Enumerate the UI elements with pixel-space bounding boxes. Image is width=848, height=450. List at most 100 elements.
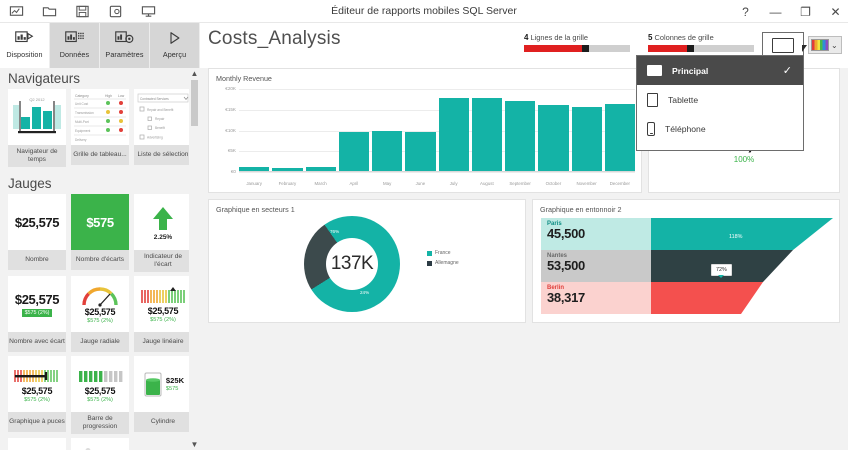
gallery-item-cylinder[interactable]: $25K $575 Cylindre <box>134 356 192 434</box>
dropdown-item-tablette[interactable]: Tablette <box>637 85 803 114</box>
svg-text:Transmission: Transmission <box>75 111 94 115</box>
gallery-item-number-with-delta[interactable]: $25,575 $575 (2%) Nombre avec écart <box>8 276 66 352</box>
y-axis-tick-label: €15K <box>225 106 236 112</box>
gallery-item-radial-gauge[interactable]: $25,575 $575 (2%) Jauge radiale <box>71 276 129 352</box>
bar-chart-title: Monthly Revenue <box>216 74 272 83</box>
donut-slice-label-allemagne: 24% <box>360 290 370 295</box>
gallery-item-linear-gauge[interactable]: $25,575 $575 (2%) Jauge linéaire <box>134 276 192 352</box>
gallery-item-bullet-graph[interactable]: $25,575 $575 (2%) Graphique à puces <box>8 356 66 434</box>
mouse-cursor <box>802 45 810 52</box>
funnel-name: Berlin <box>547 285 565 291</box>
tab-apercu[interactable]: Aperçu <box>150 23 200 68</box>
gallery-item-time-navigator[interactable]: Q2 2012 Navigateur de temps <box>8 89 66 167</box>
save-icon[interactable] <box>74 3 91 20</box>
grid-rows-knob[interactable] <box>582 45 590 52</box>
save-as-icon[interactable] <box>107 3 124 20</box>
half-donut-thumb: 75% <box>8 438 66 450</box>
gallery-item-thermometer[interactable]: 7,530 of 10,000 <box>71 438 129 450</box>
tab-donnees[interactable]: Données <box>50 23 100 68</box>
maximize-button[interactable]: ❐ <box>800 4 811 19</box>
svg-text:Delivery: Delivery <box>75 138 87 142</box>
color-palette-button[interactable]: ⌄ <box>808 36 842 54</box>
legend-label: Allemagne <box>435 260 459 266</box>
new-report-icon[interactable] <box>8 3 25 20</box>
gallery-item-selection-list[interactable]: Contracted Services Repair and Benefit R… <box>134 89 192 167</box>
funnel-conversion-badge-2: 72% <box>711 264 732 278</box>
widget-bar-chart[interactable]: Monthly Revenue €0 €5K €10K €15K €20K Januar… <box>208 68 642 193</box>
bar-chart-plot: €0 €5K €10K €15K €20K <box>225 86 635 174</box>
gallery-item-progress-bar[interactable]: $25,575 $575 (2%) Barre de progression <box>71 356 129 434</box>
cylinder-delta: $575 <box>165 386 179 392</box>
scrollbar-thumb[interactable] <box>191 80 198 126</box>
tab-parametres[interactable]: Paramètres <box>100 23 150 68</box>
funnel-label-paris: Paris 45,500 <box>547 221 585 241</box>
check-icon: ✓ <box>782 65 792 77</box>
widget-pie-chart[interactable]: Graphique en secteurs 1 76% 24% 137K Fra… <box>208 199 526 323</box>
svg-text:High: High <box>105 94 112 98</box>
thermometer-thumb: 7,530 of 10,000 <box>71 438 129 450</box>
scroll-down-arrow[interactable]: ▼ <box>190 440 199 449</box>
server-icon[interactable] <box>140 3 157 20</box>
svg-text:Multi-Part: Multi-Part <box>75 120 89 124</box>
monitor-icon <box>647 65 662 76</box>
open-folder-icon[interactable] <box>41 3 58 20</box>
close-button[interactable]: ✕ <box>830 4 841 19</box>
preview-play-icon <box>164 27 185 48</box>
tablet-icon <box>647 92 658 107</box>
dropdown-item-telephone[interactable]: Téléphone <box>637 114 803 143</box>
selection-list-thumb: Contracted Services Repair and Benefit R… <box>134 89 192 145</box>
delta-number-thumb: $575 <box>71 194 129 250</box>
gallery-item-delta-indicator[interactable]: 2.25% Indicateur de l'écart <box>134 194 192 272</box>
grid-rows-slider[interactable]: 4 Lignes de la grille <box>524 33 630 52</box>
donut-graphic: 76% 24% 137K <box>304 216 400 312</box>
gallery-item-half-donut[interactable]: 75% <box>8 438 66 450</box>
gridline: €15K <box>225 107 635 112</box>
x-axis-tick-label: September <box>509 181 531 186</box>
funnel-value: 38,317 <box>547 290 585 305</box>
quick-access-toolbar <box>8 3 157 20</box>
dropdown-item-principal[interactable]: Principal ✓ <box>637 56 803 85</box>
title-bar: Éditeur de rapports mobiles SQL Server ?… <box>0 0 848 23</box>
svg-text:Advertising: Advertising <box>147 136 163 140</box>
x-axis-tick-label: February <box>278 181 297 186</box>
svg-text:Q2 2012: Q2 2012 <box>29 97 45 102</box>
device-dropdown-menu[interactable]: Principal ✓ Tablette Téléphone <box>636 55 804 151</box>
bullet-graph-delta: $575 (2%) <box>24 396 50 403</box>
grid-rows-value: 4 <box>524 33 529 42</box>
y-axis-tick-label: €0 <box>230 169 236 174</box>
donut-center-label: 137K <box>326 238 378 290</box>
bar <box>239 166 270 172</box>
scroll-up-arrow[interactable]: ▲ <box>190 69 199 78</box>
minimize-button[interactable]: — <box>769 4 782 19</box>
tab-disposition[interactable]: Disposition <box>0 23 50 68</box>
svg-text:Unit Cost: Unit Cost <box>75 102 88 106</box>
grid-columns-slider[interactable]: 5 Colonnes de grille <box>648 33 754 52</box>
gallery-item-label: Jauge linéaire <box>134 332 192 352</box>
help-button[interactable]: ? <box>742 4 749 19</box>
grid-rows-track[interactable] <box>524 45 630 52</box>
bar <box>272 167 303 172</box>
grid-columns-label: 5 Colonnes de grille <box>648 33 754 42</box>
grid-columns-knob[interactable] <box>687 45 695 52</box>
gallery-scrollbar[interactable]: ▲ ▼ <box>189 68 200 450</box>
y-axis-tick-label: €10K <box>225 127 236 133</box>
funnel-graphic: Paris 45,500 Nantes 53,500 Berlin 38,317… <box>541 218 833 314</box>
bar <box>571 106 602 172</box>
widget-funnel-chart[interactable]: Graphique en entonnoir 2 Paris 45,500 Na… <box>532 199 840 323</box>
settings-icon <box>114 27 135 48</box>
grid-columns-track[interactable] <box>648 45 754 52</box>
gallery-item-table-grid[interactable]: Category High Low Unit Cost Transmission … <box>71 89 129 167</box>
section-title-jauges: Jauges <box>8 176 52 191</box>
linear-gauge-delta: $575 (2%) <box>150 316 176 323</box>
data-icon <box>64 27 85 48</box>
cylinder-value: $25K <box>165 376 185 385</box>
radial-gauge-value: $25,575 <box>84 306 116 317</box>
gallery-item-label: Graphique à puces <box>8 412 66 432</box>
number-thumb: $25,575 <box>8 194 66 250</box>
navigators-grid: Q2 2012 Navigateur de temps <box>0 89 200 167</box>
gallery-item-label: Grille de tableau... <box>71 145 129 165</box>
legend-label: France <box>435 250 451 256</box>
gallery-item-number[interactable]: $25,575 Nombre <box>8 194 66 272</box>
progress-bar-delta: $575 (2%) <box>87 396 113 403</box>
gallery-item-delta-number[interactable]: $575 Nombre d'écarts <box>71 194 129 272</box>
